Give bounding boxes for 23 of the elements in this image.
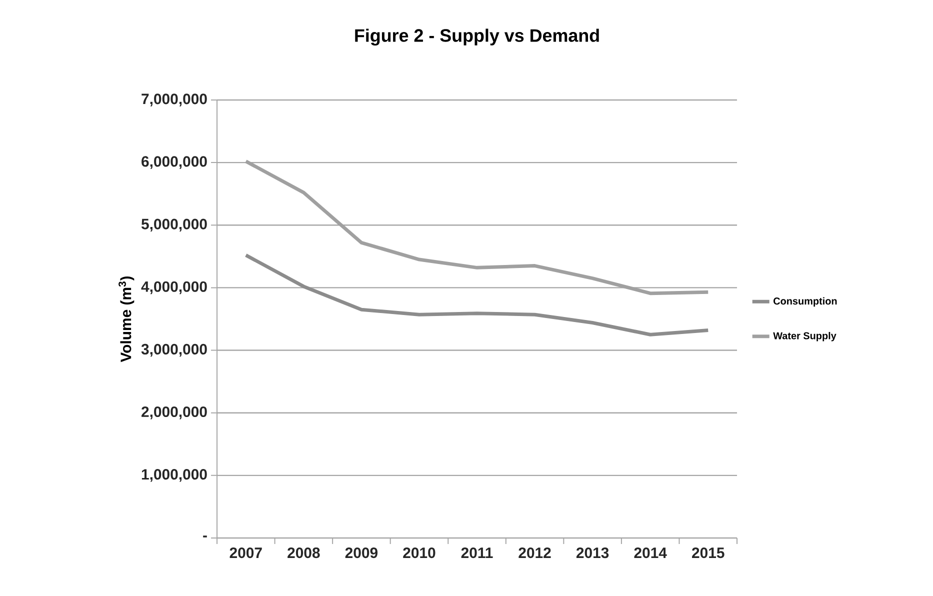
x-tick-label: 2009: [345, 548, 378, 558]
x-tick-label: 2015: [692, 548, 724, 558]
legend-label: Consumption: [774, 297, 837, 307]
line-series: [244, 253, 710, 336]
y-tick-label: 7,000,000: [142, 94, 207, 106]
chart-title: Figure 2 - Supply vs Demand: [355, 28, 599, 46]
line-series: [244, 160, 710, 296]
x-tick-label: 2013: [576, 548, 609, 558]
y-tick-label: 2,000,000: [142, 406, 207, 420]
y-tick-label: -: [203, 536, 207, 538]
x-tick-label: 2014: [634, 548, 667, 558]
y-tick-label: 4,000,000: [141, 281, 207, 294]
y-tick-label: 5,000,000: [141, 218, 207, 232]
y-tick-label: 6,000,000: [142, 156, 207, 169]
y-axis-title: Volume (m$^{3}$): [118, 276, 134, 362]
y-tick-label: 3,000,000: [141, 344, 207, 357]
x-tick-label: 2012: [518, 548, 551, 558]
x-tick-label: 2008: [288, 548, 320, 558]
legend-label: Water Supply: [773, 332, 836, 342]
x-tick-label: 2011: [461, 548, 493, 558]
x-tick-label: 2007: [230, 548, 262, 558]
y-tick-label: 1,000,000: [142, 469, 207, 482]
x-tick-label: 2010: [403, 548, 436, 558]
